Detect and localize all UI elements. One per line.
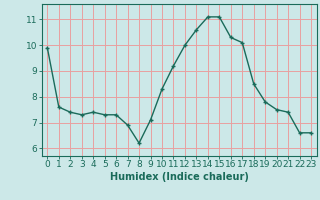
X-axis label: Humidex (Indice chaleur): Humidex (Indice chaleur): [110, 172, 249, 182]
